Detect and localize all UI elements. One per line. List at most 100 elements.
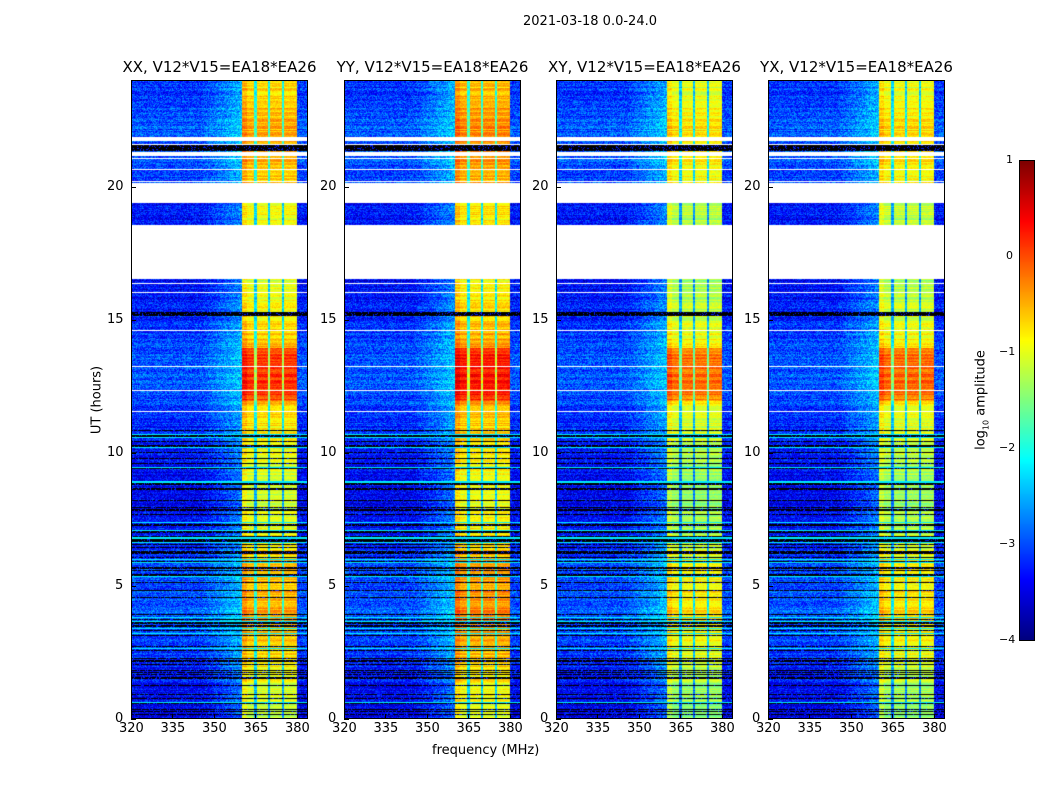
heatmap-cells xyxy=(132,81,307,718)
y-tick-mark xyxy=(344,186,349,188)
x-tick-label: 350 xyxy=(414,721,440,736)
heatmap-panel-2 xyxy=(344,80,521,719)
x-tick-mark xyxy=(172,714,174,719)
x-tick-mark xyxy=(768,714,769,719)
x-tick-label: 335 xyxy=(797,721,823,736)
y-tick-mark xyxy=(768,452,773,454)
y-tick-mark xyxy=(768,719,773,720)
y-tick-mark xyxy=(768,585,773,587)
y-tick-mark xyxy=(556,719,561,720)
y-tick-mark xyxy=(344,319,349,321)
y-tick-label: 20 xyxy=(744,178,761,194)
panel-title: YX, V12*V15=EA18*EA26 xyxy=(760,58,953,76)
y-tick-label: 10 xyxy=(744,444,761,460)
x-tick-mark xyxy=(468,714,470,719)
y-tick-label: 0 xyxy=(540,711,549,726)
y-tick-mark xyxy=(556,585,561,587)
x-tick-label: 320 xyxy=(332,721,357,736)
colorbar-tick-label: −1 xyxy=(999,345,1016,358)
x-tick-mark xyxy=(385,714,387,719)
y-axis-label: UT (hours) xyxy=(89,365,105,435)
y-tick-label: 0 xyxy=(752,711,761,726)
colorbar-tick-label: −3 xyxy=(999,537,1016,550)
y-tick-label: 15 xyxy=(532,311,549,327)
y-tick-mark xyxy=(768,186,773,188)
y-tick-mark xyxy=(131,319,136,321)
x-tick-mark xyxy=(426,714,428,719)
y-tick-label: 10 xyxy=(532,444,549,460)
x-tick-mark xyxy=(892,714,894,719)
y-tick-mark xyxy=(344,585,349,587)
y-tick-mark xyxy=(556,319,561,321)
y-tick-label: 0 xyxy=(115,711,124,726)
colorbar-tick-label: −4 xyxy=(999,633,1016,646)
y-tick-label: 15 xyxy=(320,311,337,327)
heatmap-cells xyxy=(769,81,944,718)
x-tick-label: 365 xyxy=(243,721,269,736)
heatmap-panel-1 xyxy=(131,80,308,719)
x-tick-label: 335 xyxy=(160,721,186,736)
y-tick-mark xyxy=(131,186,136,188)
y-tick-label: 5 xyxy=(328,577,337,593)
x-tick-mark xyxy=(556,714,557,719)
x-tick-label: 380 xyxy=(921,721,947,736)
y-tick-mark xyxy=(131,585,136,587)
colorbar xyxy=(1019,160,1035,641)
y-tick-label: 20 xyxy=(107,178,124,194)
x-tick-mark xyxy=(255,714,257,719)
heatmap-cells xyxy=(557,81,732,718)
y-tick-mark xyxy=(131,452,136,454)
panel-title: XY, V12*V15=EA18*EA26 xyxy=(548,58,741,76)
y-tick-mark xyxy=(131,719,136,720)
y-tick-label: 10 xyxy=(107,444,124,460)
y-tick-mark xyxy=(344,452,349,454)
y-tick-label: 5 xyxy=(752,577,761,593)
heatmap-panel-4 xyxy=(768,80,945,719)
y-tick-mark xyxy=(768,319,773,321)
y-tick-label: 0 xyxy=(328,711,337,726)
x-tick-label: 320 xyxy=(119,721,144,736)
figure-title: 2021-03-18 0.0-24.0 xyxy=(523,14,657,29)
panel-title: YY, V12*V15=EA18*EA26 xyxy=(336,58,529,76)
x-tick-label: 320 xyxy=(544,721,569,736)
x-tick-label: 365 xyxy=(668,721,694,736)
x-tick-mark xyxy=(680,714,682,719)
x-tick-label: 380 xyxy=(709,721,735,736)
x-tick-label: 335 xyxy=(373,721,399,736)
y-tick-mark xyxy=(344,719,349,720)
x-tick-mark xyxy=(131,714,132,719)
y-tick-label: 10 xyxy=(320,444,337,460)
y-tick-label: 15 xyxy=(107,311,124,327)
y-tick-label: 15 xyxy=(744,311,761,327)
heatmap-cells xyxy=(345,81,520,718)
y-tick-label: 20 xyxy=(532,178,549,194)
x-tick-label: 350 xyxy=(838,721,864,736)
y-tick-label: 20 xyxy=(320,178,337,194)
x-tick-mark xyxy=(509,714,511,719)
x-tick-label: 365 xyxy=(456,721,482,736)
colorbar-tick-label: 1 xyxy=(1006,153,1013,166)
heatmap-panel-3 xyxy=(556,80,733,719)
x-tick-mark xyxy=(213,714,215,719)
x-tick-mark xyxy=(344,714,345,719)
x-tick-label: 380 xyxy=(497,721,523,736)
y-tick-mark xyxy=(556,452,561,454)
y-tick-label: 5 xyxy=(540,577,549,593)
colorbar-label: log10 amplitude xyxy=(973,350,991,450)
x-tick-label: 365 xyxy=(880,721,906,736)
x-tick-label: 350 xyxy=(201,721,227,736)
colorbar-gradient xyxy=(1020,161,1034,640)
x-axis-label: frequency (MHz) xyxy=(432,743,540,758)
panel-title: XX, V12*V15=EA18*EA26 xyxy=(122,58,317,76)
y-tick-mark xyxy=(556,186,561,188)
x-tick-mark xyxy=(597,714,599,719)
x-tick-mark xyxy=(296,714,298,719)
x-tick-mark xyxy=(721,714,723,719)
x-tick-mark xyxy=(850,714,852,719)
x-tick-label: 335 xyxy=(585,721,611,736)
x-tick-label: 380 xyxy=(284,721,310,736)
x-tick-label: 320 xyxy=(756,721,781,736)
y-tick-label: 5 xyxy=(115,577,124,593)
x-tick-mark xyxy=(638,714,640,719)
